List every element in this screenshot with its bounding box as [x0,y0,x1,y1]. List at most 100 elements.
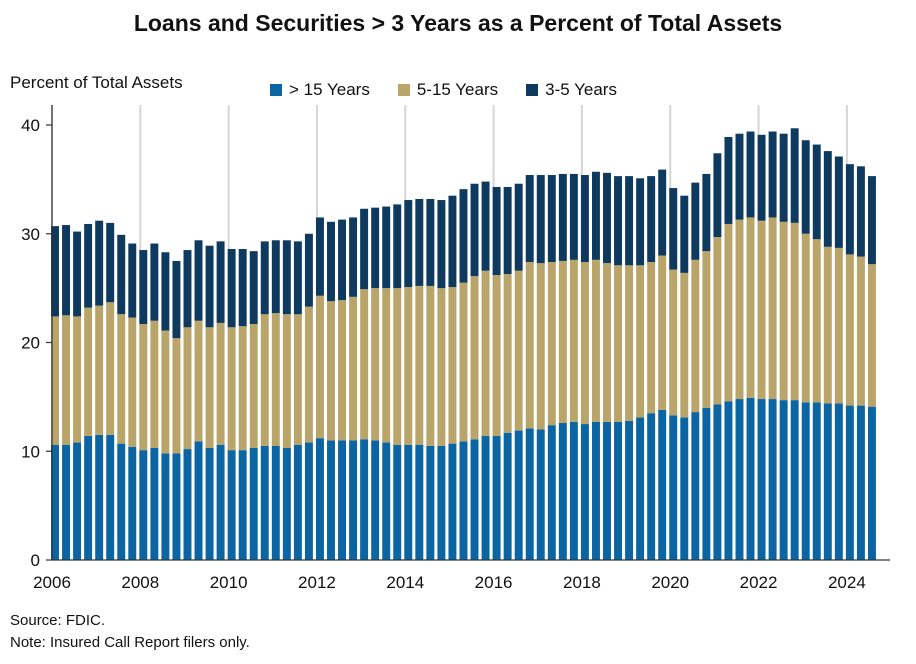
x-tick-label-2008: 2008 [121,573,159,592]
bar-2-17 [238,248,247,327]
bar-2-41 [503,186,512,274]
bar-1-8 [139,324,148,451]
bar-0-0 [51,444,59,560]
bar-0-27 [349,440,358,560]
bar-1-74 [867,264,876,407]
bar-0-16 [227,450,236,560]
bar-1-67 [790,222,799,401]
bar-1-7 [128,317,137,447]
bar-1-39 [481,270,490,437]
bar-0-68 [801,402,810,560]
bar-0-59 [702,407,711,560]
bar-0-58 [691,412,700,560]
bar-1-3 [84,307,93,437]
bar-1-14 [205,327,214,448]
bar-0-5 [106,434,115,560]
bar-2-61 [724,136,733,224]
bar-0-7 [128,446,137,560]
bar-2-30 [382,206,391,289]
bar-2-59 [702,173,711,252]
bar-1-5 [106,302,115,435]
bar-2-28 [360,208,369,290]
bar-0-62 [735,399,744,560]
bar-0-53 [636,417,645,560]
bar-0-25 [327,440,335,560]
bar-1-4 [95,305,104,435]
bar-0-19 [260,445,269,560]
bar-2-33 [415,198,424,286]
bar-0-22 [293,444,302,560]
x-tick-label-2018: 2018 [563,573,601,592]
bar-1-58 [691,259,700,413]
bar-2-44 [536,175,545,264]
bar-0-66 [779,400,788,560]
bar-0-6 [117,443,126,560]
legend-label-over-15: > 15 Years [289,80,370,99]
bar-2-22 [293,241,302,315]
bar-1-30 [382,288,391,443]
bar-1-38 [470,276,479,440]
bar-0-64 [757,399,766,560]
bar-1-35 [437,288,446,446]
bar-1-70 [823,246,832,404]
bar-1-54 [647,262,656,414]
bar-1-29 [371,288,380,441]
bar-1-0 [51,316,59,445]
bar-1-62 [735,219,744,400]
bar-0-11 [172,453,181,560]
bar-2-60 [713,153,722,238]
bar-2-37 [459,189,468,283]
bar-2-46 [558,173,567,261]
bar-0-40 [492,436,501,560]
x-tick-label-2006: 2006 [33,573,71,592]
bar-0-8 [139,450,148,560]
bar-1-19 [260,314,269,446]
bar-1-33 [415,285,424,445]
bar-0-37 [459,441,468,560]
bar-1-71 [834,247,843,404]
bar-2-49 [591,171,600,260]
bar-2-39 [481,181,490,271]
y-tick-label-40: 40 [21,116,40,135]
bar-0-70 [823,403,832,560]
bar-1-26 [338,300,347,441]
bar-1-48 [580,262,589,425]
bar-2-34 [426,198,435,286]
bar-1-73 [856,256,865,406]
bar-0-15 [216,444,225,560]
bar-0-31 [393,444,402,560]
bar-2-52 [625,176,634,266]
bar-1-53 [636,265,645,418]
bar-0-4 [95,434,104,560]
bar-2-20 [271,240,280,314]
bar-0-49 [591,421,600,560]
x-tick-label-2022: 2022 [740,573,778,592]
legend-item-3-5: 3-5 Years [526,80,617,100]
bar-1-57 [680,272,689,418]
bar-0-67 [790,400,799,560]
bar-2-56 [669,188,678,270]
bar-0-56 [669,415,678,560]
bar-1-6 [117,314,126,444]
bar-1-11 [172,338,181,454]
bar-2-32 [404,200,413,288]
bar-1-50 [603,263,611,422]
bar-0-73 [856,405,865,560]
x-tick-label-2024: 2024 [828,573,866,592]
bar-1-10 [161,330,170,454]
bar-1-2 [73,316,82,443]
bar-2-7 [128,243,137,318]
bar-2-74 [867,176,876,265]
footnote: Note: Insured Call Report filers only. [10,634,250,651]
chart-title: Loans and Securities > 3 Years as a Perc… [133,10,783,36]
bar-2-51 [614,176,623,266]
bar-2-53 [636,178,645,266]
legend-label-5-15: 5-15 Years [416,80,499,99]
bar-0-74 [867,406,876,560]
bar-2-43 [525,175,534,263]
legend-label-3-5: 3-5 Years [545,80,617,99]
bar-2-55 [658,169,667,256]
bar-2-11 [172,260,181,339]
bar-0-21 [282,447,291,560]
y-tick-label-0: 0 [31,551,40,570]
